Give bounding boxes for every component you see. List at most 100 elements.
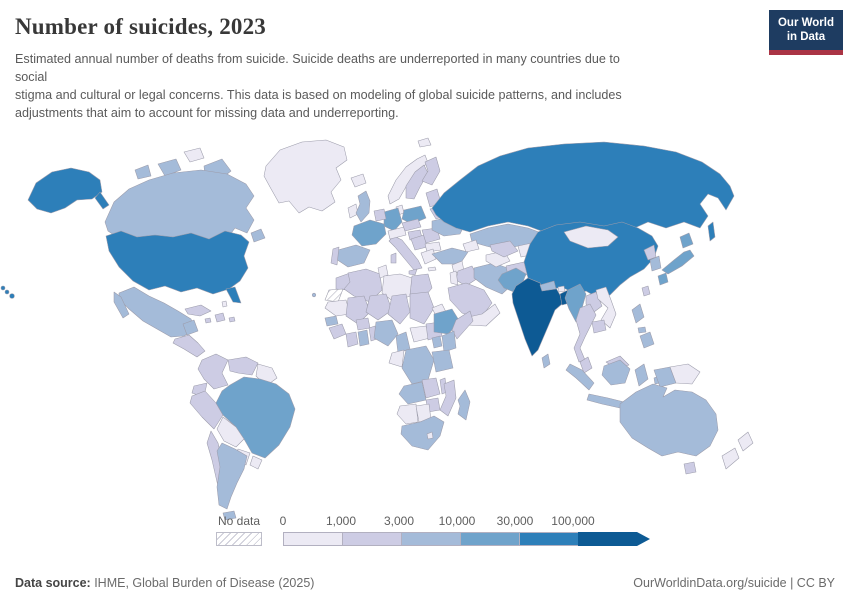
country-somalia[interactable]	[451, 310, 474, 340]
country-new-zealand-north[interactable]	[737, 431, 754, 452]
country-hawaii[interactable]	[9, 293, 15, 299]
country-western-sahara[interactable]	[324, 288, 344, 303]
country-burkina-faso[interactable]	[355, 317, 371, 331]
country-newfoundland[interactable]	[250, 228, 266, 243]
country-vietnam[interactable]	[595, 286, 617, 329]
country-tierra-del-fuego[interactable]	[222, 510, 237, 521]
country-sulawesi[interactable]	[634, 363, 649, 387]
country-ghana[interactable]	[357, 329, 370, 347]
legend-bin-swatch[interactable]	[460, 532, 520, 546]
legend-no-data-swatch[interactable]	[216, 532, 262, 546]
country-switzerland-austria[interactable]	[387, 226, 407, 240]
country-tunisia[interactable]	[377, 264, 389, 279]
country-sardinia[interactable]	[390, 252, 397, 264]
country-italy[interactable]	[388, 235, 423, 271]
country-japan-honshu[interactable]	[661, 249, 695, 275]
country-caucasus[interactable]	[462, 239, 480, 253]
country-benelux[interactable]	[373, 208, 387, 222]
country-mauritania[interactable]	[324, 299, 351, 317]
country-bahamas[interactable]	[221, 300, 228, 308]
country-hawaii[interactable]	[0, 285, 6, 291]
footer-link[interactable]: OurWorldinData.org/suicide | CC BY	[633, 576, 835, 590]
country-united-states[interactable]	[105, 230, 250, 295]
country-lesotho[interactable]	[426, 431, 434, 440]
country-hispaniola[interactable]	[214, 312, 226, 323]
country-colombia[interactable]	[197, 353, 229, 390]
country-germany[interactable]	[383, 207, 403, 232]
country-chad[interactable]	[387, 293, 411, 325]
country-kenya[interactable]	[441, 330, 457, 353]
country-visayas[interactable]	[637, 326, 647, 334]
country-venezuela[interactable]	[227, 356, 259, 376]
country-angola[interactable]	[398, 381, 427, 405]
country-south-africa[interactable]	[400, 415, 445, 451]
legend-bin-swatch[interactable]	[283, 532, 343, 546]
country-guinea[interactable]	[328, 323, 347, 340]
country-czech-slovakia[interactable]	[401, 218, 422, 232]
country-alaska[interactable]	[27, 167, 103, 214]
country-mindanao[interactable]	[639, 331, 655, 349]
country-sri-lanka[interactable]	[541, 353, 551, 369]
country-arctic-island[interactable]	[134, 164, 152, 180]
country-yucatan[interactable]	[182, 319, 199, 336]
country-sumatra[interactable]	[565, 363, 595, 391]
country-sicily[interactable]	[408, 268, 418, 276]
country-mexico[interactable]	[118, 286, 196, 338]
country-madagascar[interactable]	[457, 389, 471, 421]
country-niger[interactable]	[365, 293, 393, 321]
country-france[interactable]	[351, 219, 387, 247]
country-canary-islands[interactable]	[311, 292, 317, 298]
country-north-korea[interactable]	[643, 244, 657, 261]
country-jamaica[interactable]	[204, 317, 212, 324]
country-sudan[interactable]	[409, 291, 435, 325]
country-victoria-island[interactable]	[157, 158, 182, 177]
country-uganda[interactable]	[431, 335, 443, 349]
country-namibia[interactable]	[396, 403, 419, 425]
country-mozambique[interactable]	[439, 379, 457, 417]
country-mali[interactable]	[345, 295, 371, 325]
country-finland[interactable]	[421, 156, 441, 186]
country-sakhalin[interactable]	[707, 221, 716, 242]
country-crete[interactable]	[427, 266, 437, 272]
legend-bin-swatch[interactable]	[342, 532, 402, 546]
country-new-zealand-south[interactable]	[721, 447, 740, 470]
country-papua-new-guinea[interactable]	[669, 363, 701, 385]
country-tasmania[interactable]	[683, 461, 697, 475]
country-ireland[interactable]	[347, 203, 359, 219]
country-cambodia[interactable]	[591, 319, 607, 334]
country-peru[interactable]	[189, 390, 224, 430]
country-bolivia[interactable]	[216, 416, 245, 448]
country-united-kingdom[interactable]	[355, 190, 371, 223]
legend-bin-swatch[interactable]	[578, 532, 650, 546]
country-luzon[interactable]	[631, 303, 645, 324]
country-java[interactable]	[586, 393, 625, 409]
owid-logo[interactable]: Our World in Data	[768, 10, 843, 55]
country-bhutan[interactable]	[557, 285, 566, 293]
country-thailand[interactable]	[573, 303, 597, 363]
country-zambia[interactable]	[421, 377, 441, 399]
country-australia[interactable]	[619, 383, 719, 457]
country-alaska-tail[interactable]	[94, 191, 110, 210]
country-greenland[interactable]	[263, 139, 348, 214]
country-portugal[interactable]	[330, 246, 340, 266]
country-japan-kyushu[interactable]	[657, 272, 669, 286]
country-argentina[interactable]	[216, 442, 248, 510]
country-nepal[interactable]	[539, 280, 557, 292]
country-iceland[interactable]	[350, 173, 367, 188]
country-turkey[interactable]	[431, 247, 469, 265]
country-florida[interactable]	[225, 286, 242, 304]
country-cuba[interactable]	[184, 304, 212, 317]
country-ellesmere[interactable]	[183, 147, 205, 163]
country-svalbard[interactable]	[417, 137, 432, 148]
legend-bin-swatch[interactable]	[519, 532, 579, 546]
country-israel-jordan[interactable]	[449, 270, 459, 286]
country-uruguay[interactable]	[249, 455, 263, 470]
country-dr-congo[interactable]	[401, 345, 435, 385]
country-taiwan[interactable]	[641, 285, 651, 297]
country-mongolia[interactable]	[563, 225, 619, 249]
country-bulgaria[interactable]	[424, 241, 442, 253]
country-south-korea[interactable]	[649, 255, 662, 272]
country-hawaii[interactable]	[4, 289, 10, 295]
country-baja[interactable]	[113, 291, 130, 319]
country-malaysia[interactable]	[579, 356, 593, 374]
